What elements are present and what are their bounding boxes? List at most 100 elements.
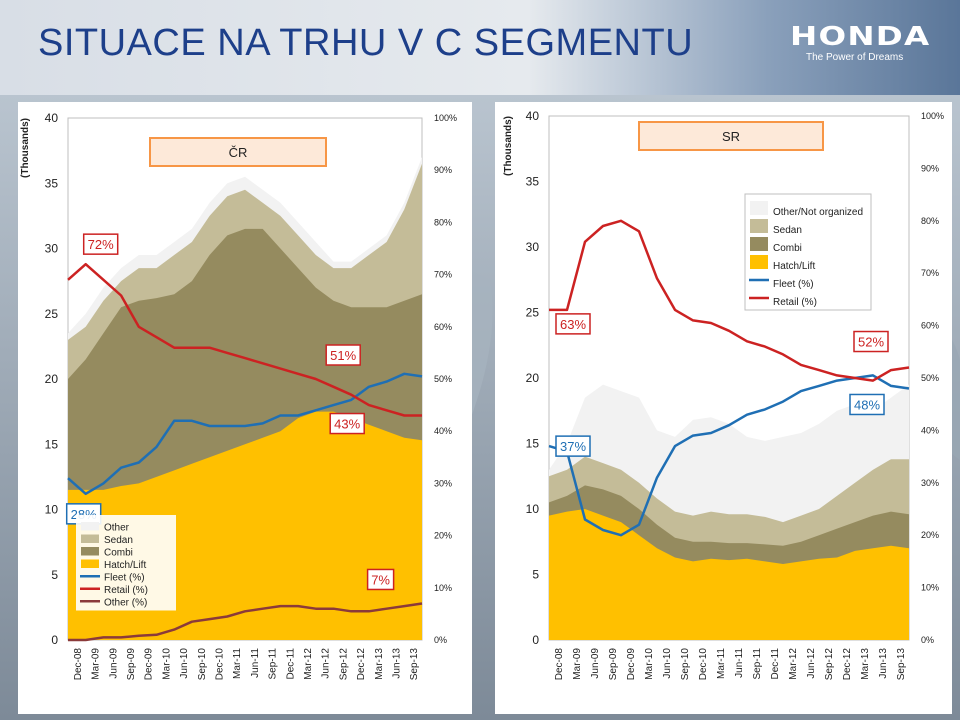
c1-legend-label: Retail (%) [773,297,817,308]
c1-annotation-label: 48% [854,397,880,412]
c1-y2-tick-label: 20% [921,530,939,540]
honda-logo: HONDA The Power of Dreams [790,24,930,64]
c1-annotation: 37% [555,435,591,457]
c1-annotation-box [853,330,889,353]
c0-x-tick-label: Sep-13 [409,648,420,681]
c0-x-tick-label: Jun-09 [108,648,119,679]
c1-annotation-box [555,313,591,335]
c1-legend-swatch [750,237,768,251]
c0-x-tick-label: Jun-12 [321,648,332,679]
c0-y2-tick-label: 30% [434,478,452,488]
c0-y-tick-label: 40 [45,111,59,125]
c1-y2-tick-label: 10% [921,583,939,593]
c1-y-tick-label: 0 [532,633,539,647]
c1-panel-title-box [638,121,824,151]
c0-legend-label: Other [104,523,130,534]
c1-y-tick-label: 40 [526,109,540,123]
c1-legend-swatch [750,201,768,215]
c0-annotation: 51% [325,344,361,366]
c0-y-tick-label: 5 [51,568,58,582]
c0-y2-tick-label: 10% [434,583,452,593]
c0-y2-tick-label: 20% [434,531,452,541]
c0-legend-label: Fleet (%) [104,573,145,584]
c1-legend-label: Other/Not organized [773,207,863,218]
c0-y-tick-label: 0 [51,633,58,647]
c1-annotation-box [849,393,885,416]
c1-legend-label: Fleet (%) [773,279,814,290]
c1-y-tick-label: 5 [532,568,539,582]
c1-y2-tick-label: 90% [921,163,939,173]
c1-annotation-box [555,435,591,457]
c0-legend-label: Sedan [104,535,133,546]
c1-x-tick-label: Jun-09 [590,648,601,679]
c1-legend-label: Combi [773,243,802,254]
c0-annotation-label: 7% [371,572,390,587]
c0-x-tick-label: Sep-11 [268,648,279,680]
c0-annotation: 7% [366,568,395,591]
c1-x-tick-label: Mar-11 [716,648,727,679]
c0-annotation-box [329,412,365,435]
c1-line-fleet- [548,374,910,537]
c0-legend-label: Other (%) [104,598,147,609]
c0-x-tick-label: Mar-13 [374,648,385,680]
c1-x-tick-label: Mar-09 [572,648,583,680]
c0-x-tick-label: Dec-08 [73,648,84,681]
c1-y-tick-label: 10 [526,502,540,516]
c1-x-tick-label: Sep-13 [896,648,907,681]
c0-x-tick-label: Jun-11 [250,648,261,678]
logo-tagline: The Power of Dreams [806,52,904,63]
c0-annotation-box [82,233,119,255]
c0-x-tick-label: Jun-13 [391,648,402,679]
c1-y2-tick-label: 80% [921,216,939,226]
c0-annotation: 72% [82,233,119,255]
c1-y2-tick-label: 100% [921,111,944,121]
chart-cr: 0 5 10 15 20 25 30 35 40 0% 10% 20% 30% 40% 50% 60% 70% 8… [20,111,457,681]
c0-y2-tick-label: 100% [434,113,457,123]
c1-x-tick-label: Dec-10 [698,648,709,681]
c0-y-axis-label: (Thousands) [20,118,31,178]
c1-legend-label: Sedan [773,225,802,236]
c0-y-tick-label: 20 [45,372,59,386]
c1-annotation-label: 52% [858,335,884,350]
c1-y-tick-label: 25 [526,306,540,320]
c0-x-tick-label: Mar-09 [91,648,102,680]
c1-y-tick-label: 15 [526,437,540,451]
c1-x-tick-label: Jun-11 [734,648,745,678]
c0-y-tick-label: 25 [45,307,59,321]
c1-panel-title: SR [722,129,740,144]
c1-x-tick-label: Dec-11 [770,648,781,680]
chart-panel-cr: 0 5 10 15 20 25 30 35 40 0% 10% 20% 30% 40% 50% 60% 70% 8… [18,102,472,714]
c1-legend-label: Hatch/Lift [773,261,815,272]
c0-x-tick-label: Jun-10 [179,648,190,679]
c1-x-tick-label: Jun-10 [662,648,673,679]
c0-y2-tick-label: 70% [434,270,452,280]
c0-x-tick-label: Mar-10 [161,648,172,680]
c1-legend-swatch [750,219,768,233]
c1-area-hatch-lift [549,509,909,640]
chart-panel-sr: 0 5 10 15 20 25 30 35 40 0% 10% 20% 30% 40% 50% 60% 70% 8… [495,102,952,714]
c0-x-tick-label: Dec-09 [144,648,155,681]
c0-annotation-box [325,344,361,366]
c0-legend-swatch [81,547,99,556]
c0-y2-tick-label: 80% [434,217,452,227]
c0-annotation: 43% [329,412,365,435]
c0-y2-tick-label: 90% [434,165,452,175]
c1-legend: Other/Not organized Sedan Combi Hatch/Lift F… [744,193,872,311]
c1-x-tick-label: Sep-11 [752,648,763,680]
c0-line-retail- [67,262,422,417]
c0-annotation-label: 43% [334,417,360,432]
c1-annotation: 63% [555,313,591,335]
c1-y2-tick-label: 30% [921,478,939,488]
c0-legend-label: Combi [104,548,133,559]
c1-y2-tick-label: 50% [921,373,939,383]
c0-y2-tick-label: 50% [434,374,452,384]
c0-x-tick-label: Mar-11 [232,648,243,679]
c1-x-tick-label: Jun-13 [878,648,889,679]
c0-legend-label: Retail (%) [104,585,148,596]
chart-sr: 0 5 10 15 20 25 30 35 40 0% 10% 20% 30% 40% 50% 60% 70% 8… [503,109,944,681]
c0-y-tick-label: 35 [45,176,59,190]
c0-annotation-box [366,568,395,591]
c1-y-axis-label: (Thousands) [503,116,514,176]
c1-y-tick-label: 20 [526,371,540,385]
